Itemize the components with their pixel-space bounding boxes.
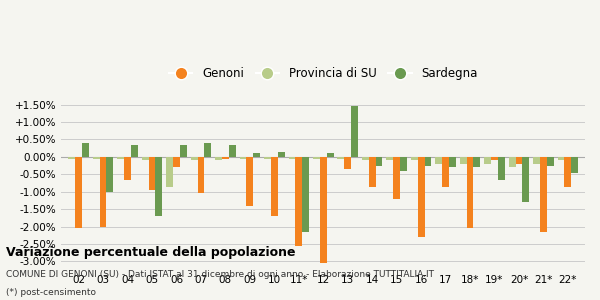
Bar [229,145,236,157]
Bar [320,157,326,263]
Bar [302,157,309,232]
Bar [239,157,247,159]
Bar [124,157,131,179]
Bar [411,157,418,160]
Bar [533,157,540,164]
Bar [68,157,75,159]
Bar [253,153,260,157]
Bar [82,143,89,157]
Bar [278,152,284,157]
Bar [442,157,449,187]
Bar [540,157,547,232]
Bar [557,157,565,160]
Bar [75,157,82,228]
Bar [435,157,442,164]
Bar [460,157,467,164]
Bar [523,157,529,202]
Bar [173,157,180,167]
Bar [326,153,334,157]
Text: COMUNE DI GENONI (SU) - Dati ISTAT al 31 dicembre di ogni anno - Elaborazione TU: COMUNE DI GENONI (SU) - Dati ISTAT al 31… [6,270,434,279]
Bar [362,157,369,160]
Bar [337,157,344,159]
Bar [565,157,571,187]
Bar [484,157,491,164]
Bar [425,157,431,166]
Bar [100,157,106,226]
Bar [155,157,162,216]
Bar [295,157,302,246]
Bar [418,157,425,237]
Bar [180,145,187,157]
Bar [271,157,278,216]
Bar [264,157,271,159]
Bar [515,157,523,164]
Bar [369,157,376,187]
Bar [467,157,473,228]
Bar [106,157,113,192]
Bar [222,157,229,159]
Bar [509,157,515,167]
Bar [449,157,456,167]
Bar [400,157,407,171]
Bar [197,157,205,194]
Bar [247,157,253,206]
Text: Variazione percentuale della popolazione: Variazione percentuale della popolazione [6,246,296,259]
Bar [289,157,295,159]
Bar [215,157,222,160]
Bar [205,143,211,157]
Bar [166,157,173,187]
Bar [386,157,393,160]
Bar [547,157,554,166]
Legend: Genoni, Provincia di SU, Sardegna: Genoni, Provincia di SU, Sardegna [166,64,481,84]
Bar [313,157,320,159]
Bar [473,157,480,167]
Text: (*) post-censimento: (*) post-censimento [6,288,96,297]
Bar [142,157,149,160]
Bar [117,157,124,159]
Bar [376,157,382,166]
Bar [498,157,505,179]
Bar [93,157,100,159]
Bar [393,157,400,199]
Bar [491,157,498,160]
Bar [351,106,358,157]
Bar [344,157,351,169]
Bar [191,157,197,160]
Bar [131,145,138,157]
Bar [149,157,155,190]
Bar [571,157,578,172]
